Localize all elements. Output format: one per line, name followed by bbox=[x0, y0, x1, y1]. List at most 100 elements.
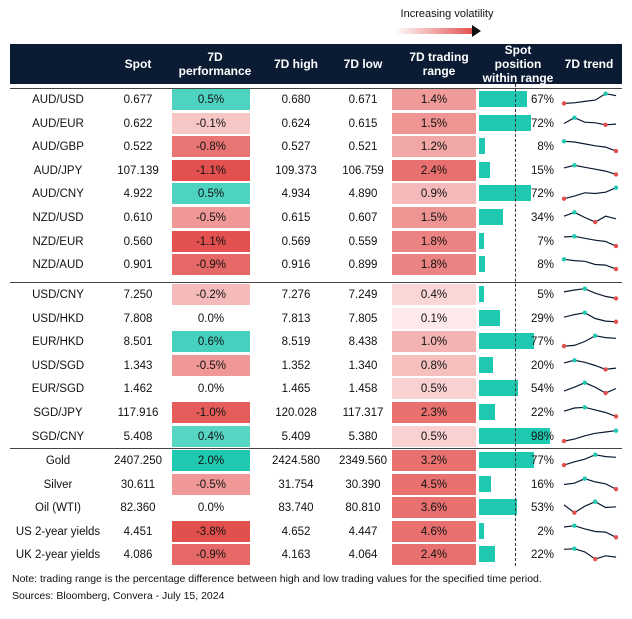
row-label: Oil (WTI) bbox=[35, 501, 81, 514]
position-label: 20% bbox=[530, 359, 554, 372]
trend-line bbox=[563, 117, 617, 126]
position-label: 72% bbox=[530, 187, 554, 200]
position-bar bbox=[479, 499, 518, 515]
high-value: 4.934 bbox=[281, 187, 311, 200]
trend-low-marker bbox=[561, 462, 567, 468]
trend-high-marker bbox=[582, 476, 587, 481]
trading-range-cell: 2.3% bbox=[392, 402, 476, 423]
trend-sparkline bbox=[563, 380, 617, 396]
low-value: 4.064 bbox=[348, 548, 378, 561]
trend-line bbox=[563, 382, 617, 394]
trading-range-cell: 0.8% bbox=[392, 355, 476, 376]
position-bar bbox=[479, 523, 484, 539]
high-value: 1.465 bbox=[281, 382, 311, 395]
position-label: 54% bbox=[530, 382, 554, 395]
position-label: 8% bbox=[537, 258, 554, 271]
trading-range-cell: 1.2% bbox=[392, 136, 476, 157]
trend-high-marker bbox=[572, 234, 577, 239]
position-label: 22% bbox=[530, 548, 554, 561]
trend-line bbox=[563, 430, 617, 442]
trend-low-marker bbox=[572, 510, 577, 515]
spot-value: 7.250 bbox=[123, 288, 153, 301]
trend-high-marker bbox=[582, 405, 587, 410]
spot-value: 1.343 bbox=[123, 359, 153, 372]
low-value: 0.671 bbox=[348, 93, 378, 106]
low-value: 8.438 bbox=[348, 335, 378, 348]
spot-value: 4.451 bbox=[123, 525, 153, 538]
trend-high-marker bbox=[572, 523, 577, 528]
trading-range-cell: 3.6% bbox=[392, 497, 476, 518]
trading-range-cell: 1.5% bbox=[392, 113, 476, 134]
trend-sparkline bbox=[563, 546, 617, 562]
trend-line bbox=[563, 211, 617, 223]
note-text: Note: trading range is the percentage di… bbox=[12, 573, 542, 585]
performance-cell: -1.1% bbox=[172, 231, 250, 252]
spot-value: 8.501 bbox=[123, 335, 153, 348]
row-label: UK 2-year yields bbox=[15, 548, 101, 561]
row-label: Silver bbox=[43, 478, 73, 491]
low-value: 106.759 bbox=[342, 164, 384, 177]
trend-line bbox=[563, 525, 617, 538]
trend-sparkline bbox=[561, 139, 619, 154]
position-label: 98% bbox=[530, 430, 554, 443]
performance-cell: -0.5% bbox=[172, 355, 250, 376]
spot-value: 4.922 bbox=[123, 187, 153, 200]
low-value: 80.810 bbox=[345, 501, 381, 514]
trend-sparkline bbox=[563, 499, 617, 515]
high-value: 0.615 bbox=[281, 211, 311, 224]
trend-sparkline bbox=[563, 405, 619, 419]
spot-value: 0.522 bbox=[123, 140, 153, 153]
row-label: AUD/GBP bbox=[32, 140, 84, 153]
position-bar bbox=[479, 185, 531, 201]
high-value: 31.754 bbox=[278, 478, 314, 491]
low-value: 0.521 bbox=[348, 140, 378, 153]
performance-cell: 0.4% bbox=[172, 426, 250, 447]
position-bar bbox=[479, 256, 485, 272]
trading-range-cell: 2.4% bbox=[392, 544, 476, 565]
trend-line bbox=[563, 548, 617, 560]
trend-high-marker bbox=[582, 380, 587, 385]
position-label: 15% bbox=[530, 164, 554, 177]
trend-high-marker bbox=[613, 185, 619, 190]
position-bar bbox=[479, 546, 495, 562]
trend-sparkline bbox=[563, 115, 617, 127]
row-label: AUD/CNY bbox=[32, 187, 84, 200]
spot-value: 0.610 bbox=[123, 211, 153, 224]
spot-value: 0.560 bbox=[123, 235, 153, 248]
trend-high-marker bbox=[561, 139, 567, 144]
position-bar bbox=[479, 310, 500, 326]
high-value: 0.527 bbox=[281, 140, 311, 153]
row-label: EUR/SGD bbox=[31, 382, 85, 395]
low-value: 117.317 bbox=[342, 406, 384, 419]
trend-low-marker bbox=[613, 266, 619, 272]
spot-value: 2407.250 bbox=[114, 454, 162, 467]
position-label: 29% bbox=[530, 312, 554, 325]
trend-line bbox=[563, 235, 617, 247]
low-value: 0.615 bbox=[348, 117, 378, 130]
spot-value: 82.360 bbox=[120, 501, 156, 514]
trading-range-cell: 0.5% bbox=[392, 378, 476, 399]
trading-range-cell: 2.4% bbox=[392, 160, 476, 181]
position-label: 34% bbox=[530, 211, 554, 224]
trend-low-marker bbox=[593, 219, 598, 225]
header-label bbox=[10, 44, 106, 84]
volatility-legend-label: Increasing volatility bbox=[400, 8, 494, 20]
position-bar bbox=[479, 209, 504, 225]
trend-high-marker bbox=[593, 452, 598, 457]
trend-line bbox=[563, 258, 617, 270]
trend-line bbox=[563, 454, 617, 466]
footnotes: Note: trading range is the percentage di… bbox=[12, 571, 542, 605]
trend-low-marker bbox=[561, 343, 567, 349]
position-label: 72% bbox=[530, 117, 554, 130]
position-bar bbox=[479, 286, 484, 302]
low-value: 0.899 bbox=[348, 258, 378, 271]
row-label: AUD/EUR bbox=[32, 117, 84, 130]
volatility-gradient-arrow bbox=[394, 28, 474, 34]
trend-sparkline bbox=[561, 257, 619, 272]
trend-high-marker bbox=[603, 91, 608, 96]
trend-low-marker bbox=[613, 414, 619, 419]
trend-sparkline bbox=[563, 523, 619, 540]
trading-range-cell: 1.5% bbox=[392, 207, 476, 228]
position-label: 7% bbox=[537, 235, 554, 248]
high-value: 0.680 bbox=[281, 93, 311, 106]
